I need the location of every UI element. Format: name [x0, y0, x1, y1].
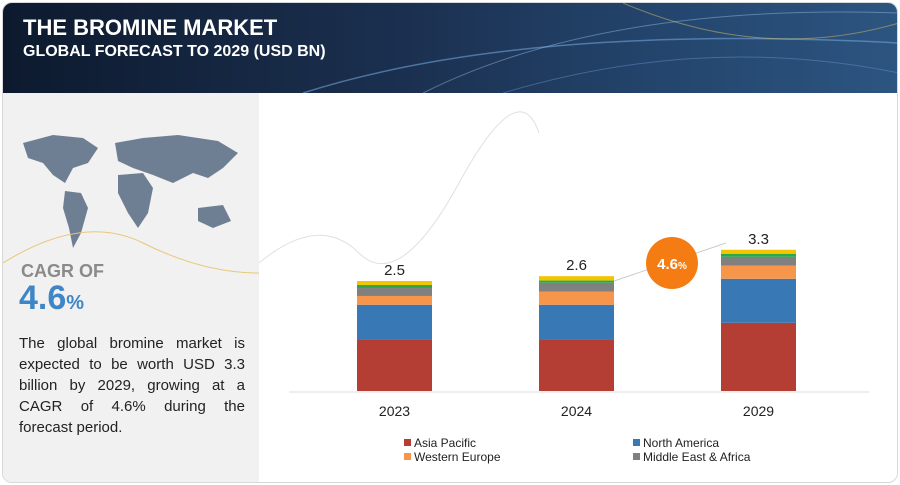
bar-segment-2029-4 [721, 253, 796, 257]
bar-segment-2024-1 [539, 304, 614, 340]
bar-segment-2023-5 [357, 281, 432, 285]
x-tick-label: 2023 [379, 403, 410, 419]
bar-segment-2024-4 [539, 280, 614, 283]
bar-segment-2029-3 [721, 256, 796, 266]
cagr-value: 4.6% [19, 279, 85, 317]
cagr-bubble [646, 237, 698, 289]
bar-segment-2023-1 [357, 304, 432, 340]
bar-segment-2024-0 [539, 339, 614, 391]
fiber-optic-decoration [302, 3, 897, 93]
header-banner: THE BROMINE MARKET GLOBAL FORECAST TO 20… [3, 3, 897, 93]
legend-item: Asia Pacific [414, 436, 476, 450]
page-subtitle: GLOBAL FORECAST TO 2029 (USD BN) [23, 43, 326, 60]
x-tick-label: 2029 [743, 403, 774, 419]
bar-segment-2029-0 [721, 322, 796, 391]
legend-swatch [404, 439, 411, 446]
bar-segment-2029-1 [721, 278, 796, 323]
legend-swatch [633, 453, 640, 460]
bar-segment-2023-2 [357, 295, 432, 305]
decorative-curve [3, 231, 259, 274]
bar-segment-2029-2 [721, 265, 796, 279]
bar-segment-2024-2 [539, 291, 614, 305]
legend-swatch [633, 439, 640, 446]
legend-item: Middle East & Africa [643, 450, 751, 464]
legend-swatch [404, 453, 411, 460]
legend-item: Western Europe [414, 450, 501, 464]
total-label-2029: 3.3 [748, 231, 769, 248]
cagr-bubble-label: 4.6% [657, 256, 687, 273]
bar-segment-2029-5 [721, 249, 796, 254]
bar-segment-2023-4 [357, 284, 432, 289]
total-label-2023: 2.5 [384, 262, 405, 279]
stacked-bar-chart: 2.5 2023 2.6 2024 3.3 2029 4.6% Asia Pacific Nor… [259, 111, 869, 464]
total-label-2024: 2.6 [566, 257, 587, 274]
decorative-curve [259, 111, 540, 264]
bar-segment-2023-0 [357, 339, 432, 391]
summary-panel: CAGR OF 4.6% The global bromine market i… [3, 93, 259, 482]
bar-segment-2024-5 [539, 276, 614, 281]
page-title: THE BROMINE MARKET [23, 15, 278, 40]
legend-item: North America [643, 436, 719, 450]
market-description: The global bromine market is expected to… [19, 335, 245, 436]
bar-segment-2024-3 [539, 282, 614, 292]
cagr-label: CAGR OF [21, 261, 104, 281]
world-map-icon [23, 135, 238, 248]
bar-segment-2023-3 [357, 288, 432, 296]
x-tick-label: 2024 [561, 403, 592, 419]
